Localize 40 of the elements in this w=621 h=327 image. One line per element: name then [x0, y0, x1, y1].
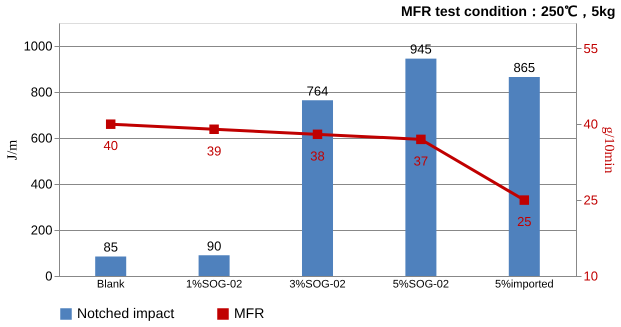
y-tick-label: 600 [30, 130, 52, 146]
y2-axis-title: g/10min [600, 126, 616, 174]
y2-tick-label: 40 [584, 116, 598, 132]
point [106, 119, 116, 129]
data-label: 865 [513, 60, 536, 76]
legend-label: Notched impact [77, 305, 174, 321]
y-tick-label: 800 [30, 84, 52, 100]
bar [405, 58, 436, 276]
bar [198, 255, 230, 276]
data-label: 37 [414, 153, 428, 168]
point [416, 134, 426, 144]
data-label: 90 [206, 238, 222, 254]
y-tick-label: 1000 [24, 38, 52, 54]
y-tick-label: 400 [30, 176, 52, 192]
y2-tick-label: 25 [584, 192, 598, 208]
y-axis-title: J/m [6, 140, 21, 160]
legend-label: MFR [234, 305, 264, 321]
point [209, 124, 219, 134]
y2-tick-label: 10 [584, 268, 598, 284]
bar [508, 77, 540, 276]
y-tick-label: 0 [45, 268, 52, 284]
bar [302, 100, 334, 276]
data-label: 945 [410, 42, 432, 57]
data-label: 38 [310, 148, 325, 164]
bar [95, 256, 126, 276]
x-tick-label: 3%SOG-02 [289, 278, 346, 290]
point [520, 195, 530, 205]
data-label: 40 [103, 138, 118, 154]
y2-tick-label: 55 [584, 40, 598, 56]
x-tick-label: 5%SOG-02 [392, 278, 450, 290]
y-tick-label: 200 [30, 222, 52, 238]
data-label: 764 [306, 83, 328, 98]
data-label: 85 [103, 239, 118, 254]
point [312, 130, 322, 140]
x-tick-label: 1%SOG-02 [186, 278, 242, 290]
x-tick-label: Blank [96, 278, 125, 290]
x-tick-label: 5%imported [494, 278, 554, 290]
data-label: 39 [206, 143, 222, 158]
chart-title: MFR test condition：250℃，5kg [400, 3, 616, 19]
data-label: 25 [517, 214, 532, 230]
